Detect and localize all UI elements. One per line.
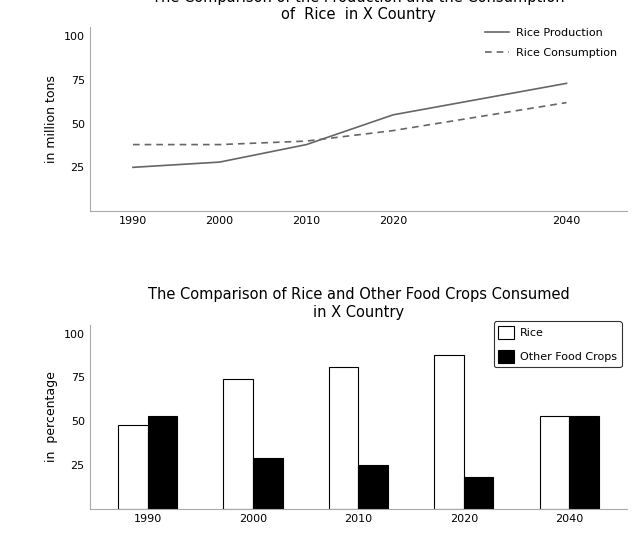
Rice Consumption (303, 138, 310, 144)
Bar (569, 416, 599, 509)
Rice Production (389, 112, 397, 118)
Line: Rice Production: Rice Production (133, 83, 566, 167)
Bar (223, 379, 253, 509)
Bar (148, 416, 177, 509)
Rice Consumption (216, 141, 223, 148)
Line: Rice Consumption: Rice Consumption (133, 103, 566, 144)
Bar (329, 367, 358, 509)
Bar (118, 424, 148, 509)
Bar (540, 416, 569, 509)
Legend: Rice Production, Rice Consumption: Rice Production, Rice Consumption (481, 24, 621, 62)
Bar (464, 477, 493, 509)
Y-axis label: in  percentage: in percentage (45, 371, 58, 462)
Rice Consumption (129, 141, 137, 148)
Title: The Comparison of Rice and Other Food Crops Consumed
in X Country: The Comparison of Rice and Other Food Cr… (148, 287, 569, 319)
Bar (253, 458, 282, 509)
Bar (358, 465, 388, 509)
Rice Production (216, 159, 223, 165)
Bar (435, 355, 464, 509)
Legend: Rice, Other Food Crops: Rice, Other Food Crops (493, 321, 621, 367)
Title: The Comparison of the Production and the Consumption
of  Rice  in X Country: The Comparison of the Production and the… (152, 0, 564, 22)
Y-axis label: in million tons: in million tons (45, 75, 58, 163)
Rice Production (129, 164, 137, 171)
Rice Production (303, 141, 310, 148)
Rice Production (563, 80, 570, 86)
Rice Consumption (563, 100, 570, 106)
Rice Consumption (389, 127, 397, 134)
